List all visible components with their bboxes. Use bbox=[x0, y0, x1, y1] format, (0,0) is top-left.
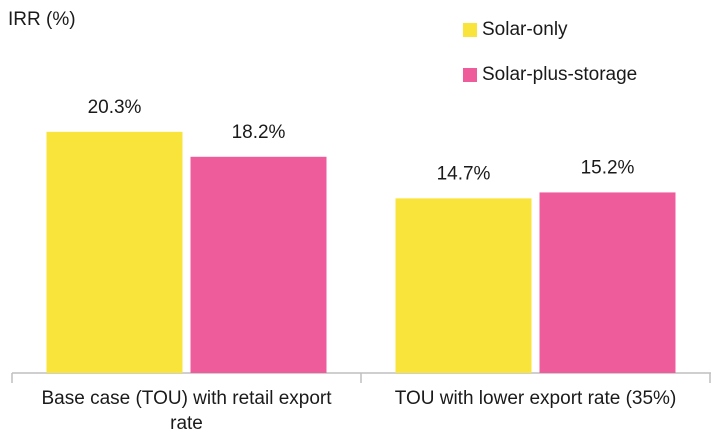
bar bbox=[539, 192, 676, 373]
data-label: 14.7% bbox=[437, 163, 491, 184]
bar bbox=[395, 198, 532, 373]
data-label: 15.2% bbox=[581, 157, 635, 178]
legend-label: Solar-plus-storage bbox=[482, 64, 637, 85]
x-tick-label: TOU with lower export rate (35%) bbox=[394, 388, 677, 409]
data-label: 18.2% bbox=[232, 122, 286, 143]
data-label: 20.3% bbox=[88, 97, 142, 118]
legend-swatch bbox=[463, 23, 477, 37]
legend-swatch bbox=[463, 68, 477, 82]
legend-label: Solar-only bbox=[482, 19, 568, 40]
x-tick-label: Base case (TOU) with retail export rate bbox=[41, 388, 332, 434]
bar bbox=[46, 131, 183, 373]
y-axis-label: IRR (%) bbox=[8, 9, 76, 30]
bar bbox=[190, 156, 327, 373]
